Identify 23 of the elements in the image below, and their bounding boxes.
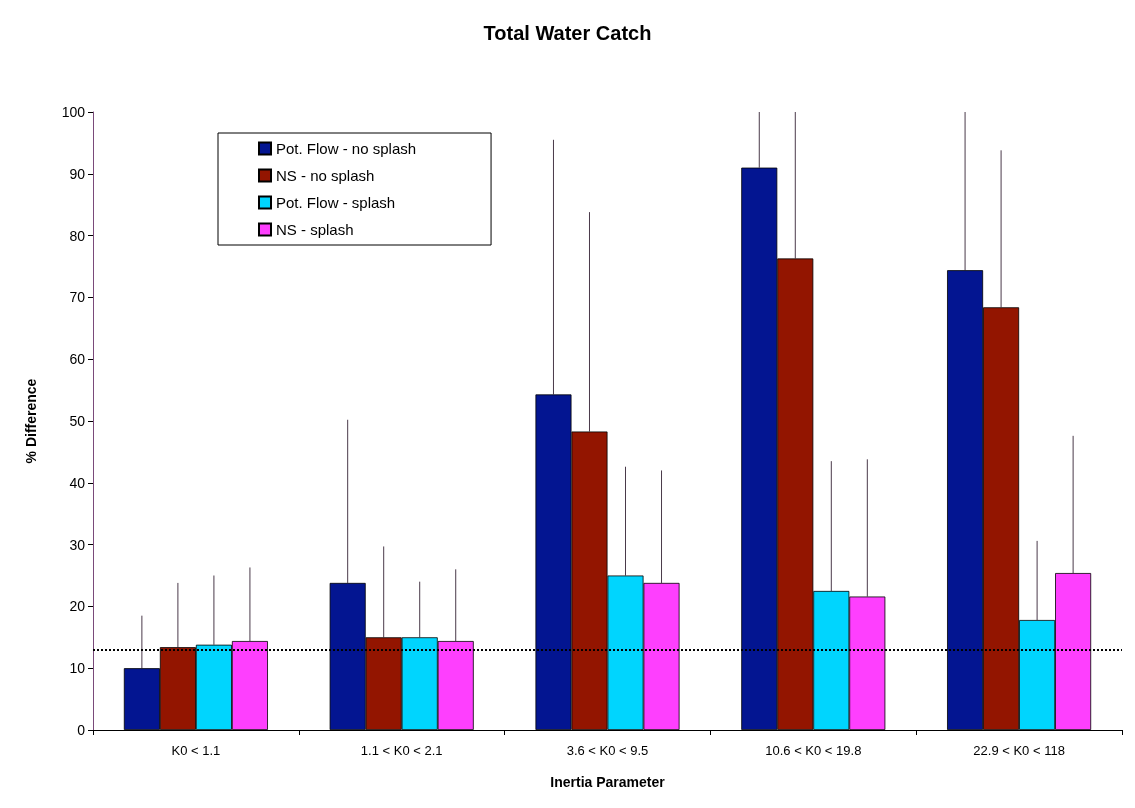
x-tick-label: 10.6 < K0 < 19.8 (765, 743, 862, 758)
y-tick-label: 60 (69, 351, 86, 368)
y-axis-title: % Difference (23, 378, 39, 464)
x-tick-label: K0 < 1.1 (171, 743, 221, 758)
y-tick-label: 50 (69, 413, 86, 429)
y-tick-label: 90 (69, 165, 86, 182)
legend-label: NS - splash (276, 221, 354, 238)
chart-title: Total Water Catch (483, 22, 652, 44)
legend-label: Pot. Flow - splash (276, 194, 396, 211)
y-tick-label: 100 (61, 104, 86, 120)
legend-label: Pot. Flow - no splash (276, 140, 417, 157)
x-tick-label: 1.1 < K0 < 2.1 (360, 743, 443, 758)
x-tick-label: 22.9 < K0 < 118 (973, 743, 1065, 758)
y-tick-label: 80 (69, 227, 86, 244)
x-axis-title: Inertia Parameter (550, 774, 666, 790)
legend-label: NS - no splash (276, 167, 375, 184)
y-tick-label: 40 (69, 474, 86, 491)
y-tick-label: 20 (69, 598, 86, 615)
y-tick-label: 0 (77, 722, 86, 738)
y-tick-label: 30 (69, 536, 86, 553)
y-tick-label: 10 (69, 660, 86, 677)
x-tick-label: 3.6 < K0 < 9.5 (566, 743, 649, 758)
y-tick-label: 70 (69, 289, 86, 306)
